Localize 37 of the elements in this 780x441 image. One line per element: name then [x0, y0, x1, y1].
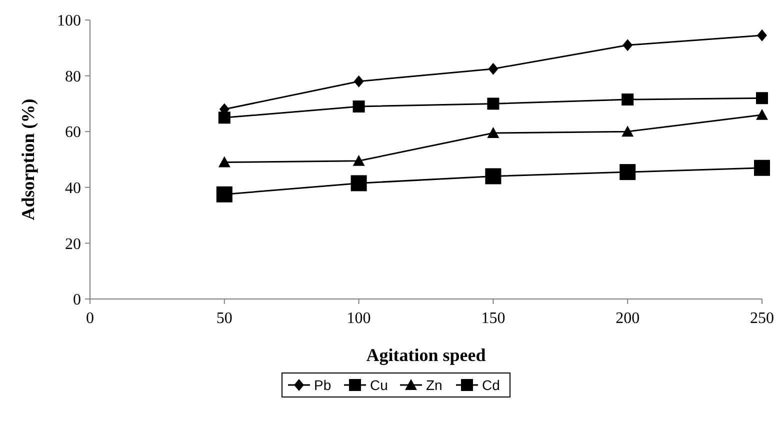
point — [487, 126, 500, 138]
point — [350, 175, 367, 192]
point — [488, 62, 498, 75]
y-tick-label: 40 — [65, 180, 81, 197]
point — [756, 108, 768, 120]
point — [216, 186, 232, 202]
point — [757, 29, 767, 42]
y-axis-title: Adsorption (%) — [18, 98, 38, 220]
point — [620, 164, 636, 180]
y-tick-label: 20 — [65, 236, 81, 253]
x-tick-label: 250 — [750, 310, 774, 327]
x-tick-label: 150 — [481, 310, 506, 327]
x-tick-label: 50 — [216, 310, 232, 327]
point — [352, 154, 365, 166]
point — [622, 126, 634, 137]
point — [754, 160, 770, 176]
legend-label: Cd — [482, 376, 500, 393]
point — [354, 75, 364, 88]
x-axis-title: Agitation speed — [366, 345, 486, 365]
point — [487, 98, 500, 110]
x-tick-label: 200 — [616, 310, 640, 327]
y-tick-label: 80 — [65, 68, 81, 86]
point — [622, 94, 634, 106]
point — [218, 112, 230, 124]
y-tick-label: 0 — [73, 292, 81, 309]
legend-label: Pb — [314, 376, 332, 393]
y-tick-label: 100 — [57, 12, 81, 30]
y-tick-label: 60 — [65, 124, 81, 142]
point — [218, 156, 230, 168]
legend-label: Zn — [426, 376, 442, 393]
point — [756, 92, 768, 104]
x-tick-label: 100 — [346, 310, 371, 327]
legend-label: Cu — [370, 376, 388, 393]
point — [622, 39, 633, 52]
x-tick-label: 0 — [86, 310, 94, 327]
point — [485, 168, 502, 184]
point — [352, 100, 365, 112]
